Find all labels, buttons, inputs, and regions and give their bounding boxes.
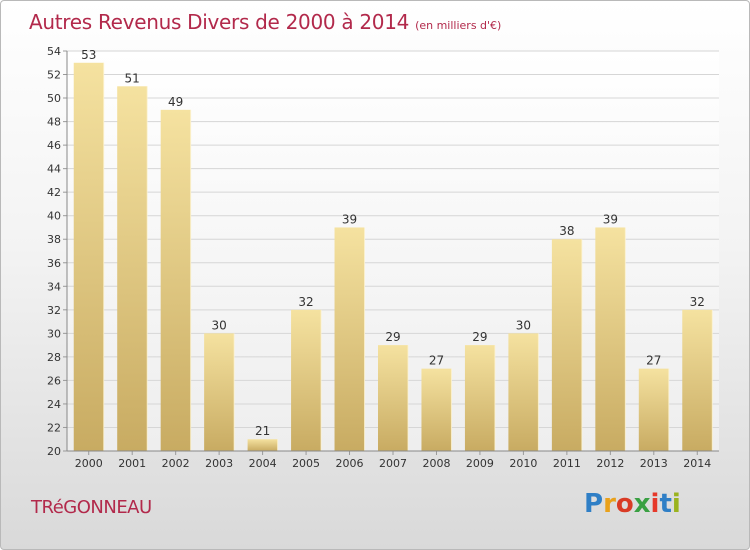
bar-value-label: 38 [559,224,574,238]
y-tick-label: 40 [47,210,61,223]
title-text: Autres Revenus Divers de 2000 à 2014 [29,10,410,34]
logo-letter: i [650,489,660,519]
y-tick-label: 42 [47,186,61,199]
bar [73,62,104,451]
bar-value-label: 32 [298,295,313,309]
bar [378,345,408,451]
logo-letter: i [671,489,681,519]
x-tick-label: 2003 [205,457,233,470]
y-tick-label: 34 [47,280,61,293]
x-tick-label: 2008 [422,457,450,470]
bar [508,333,539,451]
x-tick-label: 2013 [640,457,668,470]
x-tick-label: 2010 [509,457,537,470]
bar-value-label: 29 [472,330,487,344]
y-tick-label: 32 [47,304,61,317]
y-tick-label: 30 [47,327,61,340]
y-tick-label: 52 [47,69,61,82]
chart-subtitle: (en milliers d'€) [415,19,502,32]
bar [595,227,626,451]
y-tick-label: 50 [47,92,61,105]
logo-letter: t [659,489,672,519]
x-tick-label: 2001 [118,457,146,470]
logo-letter: o [615,489,634,519]
x-tick-label: 2000 [75,457,103,470]
y-tick-label: 22 [47,421,61,434]
y-tick-label: 38 [47,233,61,246]
logo-letter: r [603,489,616,519]
x-tick-label: 2004 [249,457,277,470]
bar-value-label: 27 [429,354,444,368]
bar-value-label: 27 [646,354,661,368]
y-tick-label: 54 [47,45,61,58]
bar [334,227,365,451]
x-tick-label: 2002 [162,457,190,470]
bar [247,439,278,451]
y-tick-label: 20 [47,445,61,458]
bar [682,309,713,451]
logo-letter: x [633,489,651,519]
bar [160,109,191,451]
bar [421,368,452,451]
x-tick-label: 2014 [683,457,711,470]
bar [291,309,322,451]
x-tick-label: 2012 [596,457,624,470]
y-tick-label: 44 [47,163,61,176]
bar-value-label: 29 [385,330,400,344]
commune-name: TRéGONNEAU [31,497,152,518]
x-tick-label: 2005 [292,457,320,470]
bar-value-label: 30 [516,318,531,332]
y-tick-label: 46 [47,139,61,152]
bar-value-label: 32 [690,295,705,309]
y-tick-label: 28 [47,351,61,364]
x-tick-label: 2007 [379,457,407,470]
x-tick-label: 2011 [553,457,581,470]
bar [204,333,235,451]
bar-value-label: 49 [168,95,183,109]
bar-value-label: 53 [81,48,96,62]
bar-value-label: 21 [255,424,270,438]
logo-letter: P [584,489,604,519]
chart-title: Autres Revenus Divers de 2000 à 2014 (en … [29,10,501,34]
bar [638,368,669,451]
bar [464,345,495,451]
bar-value-label: 39 [342,212,357,226]
bar-value-label: 51 [125,71,140,85]
bar [117,86,148,451]
y-tick-label: 48 [47,116,61,129]
bar [551,239,582,451]
bar-value-label: 30 [211,318,226,332]
proxiti-logo: Proxiti [584,489,681,519]
x-tick-label: 2006 [336,457,364,470]
bar-value-label: 39 [603,212,618,226]
y-tick-label: 24 [47,398,61,411]
y-tick-label: 26 [47,374,61,387]
y-tick-label: 36 [47,257,61,270]
x-tick-label: 2009 [466,457,494,470]
